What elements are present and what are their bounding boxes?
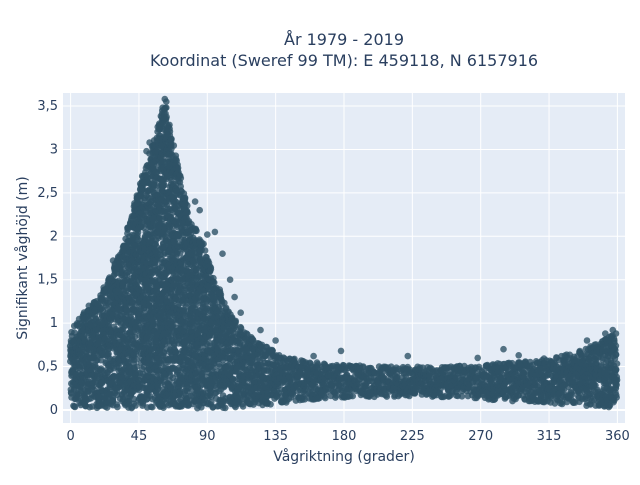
data-point (184, 209, 191, 216)
data-point (182, 195, 189, 202)
data-point (202, 247, 209, 254)
data-point (267, 401, 274, 408)
data-point (200, 241, 207, 248)
data-point (161, 182, 168, 189)
data-point (171, 142, 178, 149)
data-point (193, 228, 200, 235)
data-point (349, 393, 356, 400)
data-point (152, 241, 159, 248)
data-point (208, 266, 215, 273)
data-point (222, 405, 229, 412)
data-point (184, 202, 191, 209)
data-point (114, 404, 121, 411)
data-point (178, 175, 185, 182)
data-point (232, 319, 239, 326)
